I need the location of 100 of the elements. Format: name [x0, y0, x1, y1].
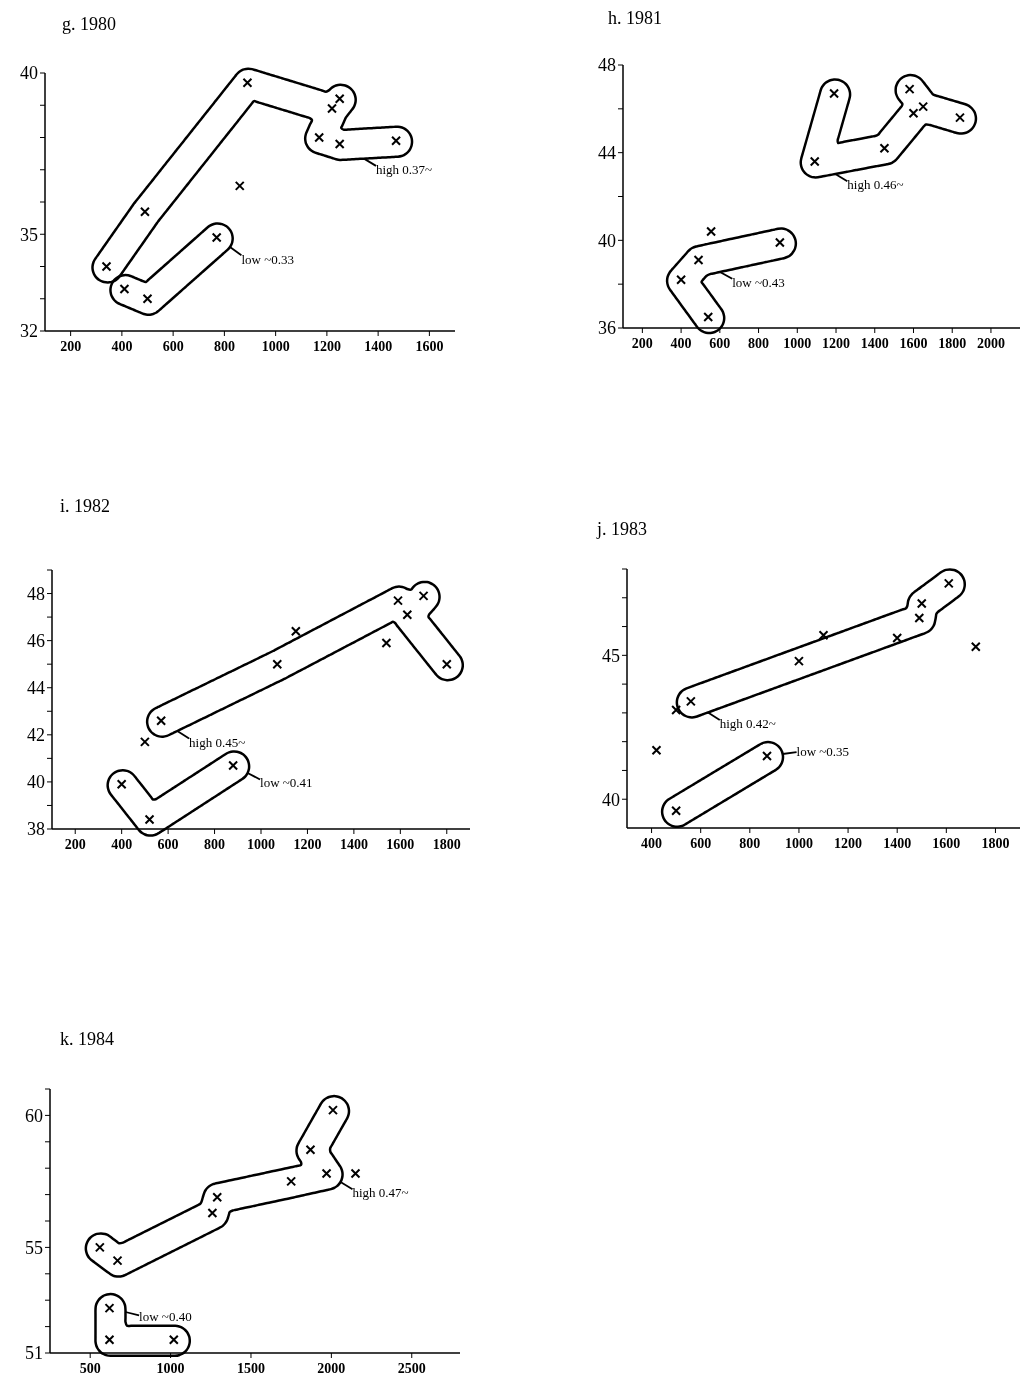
point	[970, 641, 981, 652]
x-tick-label: 1800	[938, 336, 967, 351]
point	[168, 1334, 179, 1345]
x-tick-label: 800	[213, 339, 235, 354]
point	[693, 255, 704, 266]
x-tick-label: 1800	[981, 836, 1010, 851]
point	[94, 1242, 105, 1253]
point	[908, 108, 919, 119]
point	[393, 595, 404, 606]
point	[234, 180, 245, 191]
y-tick-label: 40	[598, 230, 616, 251]
point	[116, 779, 127, 790]
chart-title: i. 1982	[60, 496, 111, 516]
y-tick-label: 55	[25, 1237, 43, 1258]
point	[207, 1208, 218, 1219]
x-tick-label: 2000	[317, 1361, 346, 1376]
point	[793, 656, 804, 667]
y-tick-label: 51	[25, 1343, 43, 1364]
x-tick-label: 1800	[432, 837, 461, 852]
chart-title: h. 1981	[608, 8, 662, 28]
point	[321, 1168, 332, 1179]
point	[144, 814, 155, 825]
y-tick-label: 46	[27, 630, 45, 651]
x-tick-label: 1400	[860, 336, 889, 351]
x-tick-label: 1600	[932, 836, 961, 851]
y-tick-label: 35	[20, 224, 38, 245]
x-tick-label: 1000	[784, 836, 813, 851]
point	[762, 751, 773, 762]
x-tick-label: 1200	[293, 837, 322, 852]
point	[651, 745, 662, 756]
y-tick-label: 38	[27, 819, 45, 840]
x-tick-label: 1500	[236, 1361, 265, 1376]
point	[101, 261, 112, 272]
point	[228, 760, 239, 771]
x-tick-label: 1000	[247, 837, 275, 852]
point	[774, 237, 785, 248]
point	[391, 135, 402, 146]
x-tick-label: 1600	[415, 339, 444, 354]
x-tick-label: 1000	[261, 339, 290, 354]
x-tick-label: 2500	[397, 1361, 426, 1376]
annotation: high 0.37~	[375, 162, 433, 178]
point	[156, 715, 167, 726]
point	[418, 590, 429, 601]
y-tick-label: 60	[25, 1105, 43, 1126]
annotation: high 0.42~	[719, 716, 776, 732]
annotation: low ~0.43	[732, 274, 785, 290]
point	[290, 626, 301, 637]
point	[327, 1105, 338, 1116]
point	[104, 1334, 115, 1345]
chart-title: k. 1984	[60, 1029, 114, 1049]
x-tick-label: 1600	[899, 336, 928, 351]
point	[916, 598, 927, 609]
x-tick-label: 400	[670, 336, 692, 351]
y-tick-label: 45	[602, 645, 620, 666]
point	[350, 1168, 361, 1179]
x-tick-label: 2000	[976, 336, 1005, 351]
point	[286, 1176, 297, 1187]
x-tick-label: 800	[748, 336, 770, 351]
x-tick-label: 800	[739, 836, 761, 851]
x-tick-label: 1200	[834, 836, 863, 851]
x-tick-label: 200	[631, 336, 653, 351]
y-tick-label: 44	[598, 142, 616, 163]
x-tick-label: 600	[157, 837, 179, 852]
point	[671, 705, 682, 716]
point	[943, 578, 954, 589]
point	[879, 143, 890, 154]
point	[918, 101, 929, 112]
point	[676, 274, 687, 285]
x-tick-label: 1400	[364, 339, 393, 354]
x-tick-label: 400	[641, 836, 663, 851]
chart-title: g. 1980	[62, 14, 116, 34]
y-tick-label: 40	[20, 63, 38, 84]
y-tick-label: 42	[27, 725, 45, 746]
annotation: high 0.45~	[189, 734, 246, 750]
annotation: high 0.46~	[847, 177, 904, 193]
annotation: low ~0.33	[241, 251, 294, 267]
point	[402, 609, 413, 620]
point	[892, 633, 903, 644]
point	[242, 77, 253, 88]
point	[139, 206, 150, 217]
annotation: low ~0.40	[139, 1309, 192, 1325]
point	[818, 630, 829, 641]
point	[904, 84, 915, 95]
annotation: high 0.47~	[352, 1185, 409, 1201]
point	[112, 1255, 123, 1266]
point	[685, 696, 696, 707]
y-tick-label: 48	[27, 583, 45, 604]
y-tick-label: 32	[20, 321, 38, 342]
point	[914, 612, 925, 623]
annotation: low ~0.41	[260, 775, 313, 791]
x-tick-label: 800	[204, 837, 226, 852]
point	[706, 226, 717, 237]
x-tick-label: 1000	[156, 1361, 185, 1376]
point	[381, 637, 392, 648]
point	[671, 805, 682, 816]
x-tick-label: 200	[64, 837, 86, 852]
point	[104, 1303, 115, 1314]
point	[212, 1192, 223, 1203]
point	[142, 293, 153, 304]
point	[119, 284, 130, 295]
